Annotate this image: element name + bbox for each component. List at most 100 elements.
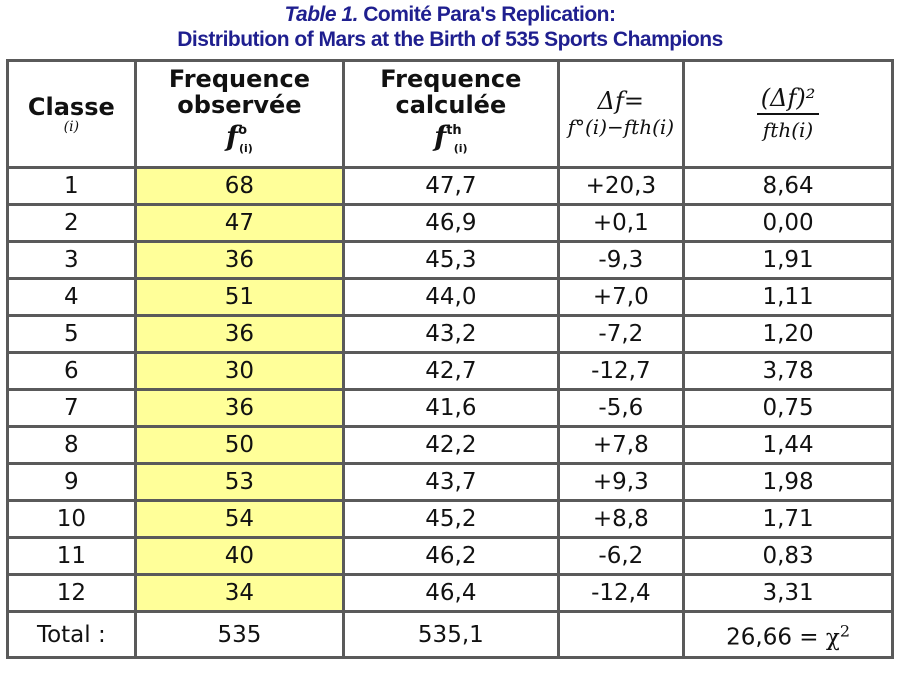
table-row: 4 51 44,0 +7,0 1,11 xyxy=(6,277,894,317)
header-row: Classe (i) Frequence observée fo(i) Freq… xyxy=(6,59,894,169)
cell-calculated: 45,2 xyxy=(342,499,560,539)
ratio-fraction: (Δf)² fth(i) xyxy=(756,85,820,143)
total-ratio-value: 26,66 = xyxy=(726,624,826,651)
header-classe-label: Classe xyxy=(27,93,115,121)
cell-delta: -6,2 xyxy=(556,536,686,576)
total-label: Total : xyxy=(6,610,137,659)
header-delta-line2: f°(i)−fth(i) xyxy=(567,115,675,139)
cell-observed: 54 xyxy=(133,499,346,539)
cell-delta: -7,2 xyxy=(556,314,686,354)
cell-classe: 3 xyxy=(6,240,137,280)
chi-exponent: 2 xyxy=(839,621,850,641)
table-row: 10 54 45,2 +8,8 1,71 xyxy=(6,499,894,539)
header-classe-index: (i) xyxy=(63,119,80,135)
cell-observed: 50 xyxy=(133,425,346,465)
total-delta xyxy=(556,610,686,659)
cell-observed: 47 xyxy=(133,203,346,243)
cell-ratio: 1,71 xyxy=(682,499,894,539)
header-calculated-line2: calculée xyxy=(395,91,507,119)
total-chi-square: 26,66 = χ2 xyxy=(682,610,894,659)
cell-classe: 1 xyxy=(6,166,137,206)
superscript: th xyxy=(446,123,462,138)
cell-delta: +7,8 xyxy=(556,425,686,465)
cell-calculated: 43,2 xyxy=(342,314,560,354)
cell-ratio: 1,91 xyxy=(682,240,894,280)
table-row: 6 30 42,7 -12,7 3,78 xyxy=(6,351,894,391)
header-classe: Classe (i) xyxy=(6,59,137,169)
cell-classe: 2 xyxy=(6,203,137,243)
cell-calculated: 46,4 xyxy=(342,573,560,613)
cell-observed: 34 xyxy=(133,573,346,613)
cell-observed: 30 xyxy=(133,351,346,391)
table-row: 3 36 45,3 -9,3 1,91 xyxy=(6,240,894,280)
cell-calculated: 42,2 xyxy=(342,425,560,465)
f-symbol: f xyxy=(434,120,447,153)
cell-classe: 11 xyxy=(6,536,137,576)
cell-delta: -5,6 xyxy=(556,388,686,428)
cell-ratio: 3,31 xyxy=(682,573,894,613)
subscript: (i) xyxy=(453,142,468,155)
header-calculated-line1: Frequence xyxy=(380,65,522,93)
header-calculated-symbol: fth (i) xyxy=(345,118,556,162)
table-number: Table 1. xyxy=(284,3,359,26)
cell-ratio: 1,20 xyxy=(682,314,894,354)
subscript: (i) xyxy=(239,142,253,155)
table-row: 7 36 41,6 -5,6 0,75 xyxy=(6,388,894,428)
cell-classe: 10 xyxy=(6,499,137,539)
cell-delta: +9,3 xyxy=(556,462,686,502)
table-row: 5 36 43,2 -7,2 1,20 xyxy=(6,314,894,354)
chi-square-symbol: χ2 xyxy=(825,621,850,651)
title-line-1: Table 1. Comité Para's Replication: xyxy=(0,2,900,27)
f-symbol: f xyxy=(226,120,239,153)
cell-ratio: 3,78 xyxy=(682,351,894,391)
cell-observed: 40 xyxy=(133,536,346,576)
cell-ratio: 0,83 xyxy=(682,536,894,576)
header-observed-symbol: fo (i) xyxy=(137,118,342,162)
header-calculated: Frequence calculée fth (i) xyxy=(342,59,560,169)
table-row: 1 68 47,7 +20,3 8,64 xyxy=(6,166,894,206)
total-observed: 535 xyxy=(133,610,346,659)
cell-observed: 68 xyxy=(133,166,346,206)
ratio-numerator: (Δf)² xyxy=(756,85,820,115)
title-text: Comité Para's Replication: xyxy=(357,3,616,26)
header-observed: Frequence observée fo (i) xyxy=(133,59,346,169)
cell-observed: 53 xyxy=(133,462,346,502)
header-observed-line1: Frequence xyxy=(168,65,310,93)
cell-delta: -12,7 xyxy=(556,351,686,391)
cell-calculated: 42,7 xyxy=(342,351,560,391)
title-line-2: Distribution of Mars at the Birth of 535… xyxy=(177,28,723,51)
cell-observed: 51 xyxy=(133,277,346,317)
cell-calculated: 44,0 xyxy=(342,277,560,317)
header-delta-line1: Δf= xyxy=(597,87,644,115)
cell-ratio: 1,98 xyxy=(682,462,894,502)
cell-observed: 36 xyxy=(133,314,346,354)
cell-delta: +8,8 xyxy=(556,499,686,539)
cell-classe: 5 xyxy=(6,314,137,354)
cell-delta: +7,0 xyxy=(556,277,686,317)
table-row: 8 50 42,2 +7,8 1,44 xyxy=(6,425,894,465)
cell-classe: 7 xyxy=(6,388,137,428)
cell-classe: 6 xyxy=(6,351,137,391)
table-row: 9 53 43,7 +9,3 1,98 xyxy=(6,462,894,502)
cell-ratio: 0,75 xyxy=(682,388,894,428)
total-calculated: 535,1 xyxy=(342,610,560,659)
cell-calculated: 46,2 xyxy=(342,536,560,576)
cell-classe: 8 xyxy=(6,425,137,465)
table-row: 11 40 46,2 -6,2 0,83 xyxy=(6,536,894,576)
cell-observed: 36 xyxy=(133,388,346,428)
table-row: 2 47 46,9 +0,1 0,00 xyxy=(6,203,894,243)
header-delta: Δf= f°(i)−fth(i) xyxy=(556,59,686,169)
cell-observed: 36 xyxy=(133,240,346,280)
cell-classe: 4 xyxy=(6,277,137,317)
cell-ratio: 8,64 xyxy=(682,166,894,206)
cell-delta: +20,3 xyxy=(556,166,686,206)
ratio-denominator: fth(i) xyxy=(762,118,814,142)
cell-delta: +0,1 xyxy=(556,203,686,243)
chi-letter: χ xyxy=(825,624,840,651)
cell-ratio: 0,00 xyxy=(682,203,894,243)
table-title: Table 1. Comité Para's Replication: Dist… xyxy=(0,2,900,52)
cell-delta: -9,3 xyxy=(556,240,686,280)
cell-delta: -12,4 xyxy=(556,573,686,613)
distribution-table: Classe (i) Frequence observée fo(i) Freq… xyxy=(6,59,894,659)
total-row: Total : 535 535,1 26,66 = χ2 xyxy=(6,610,894,659)
